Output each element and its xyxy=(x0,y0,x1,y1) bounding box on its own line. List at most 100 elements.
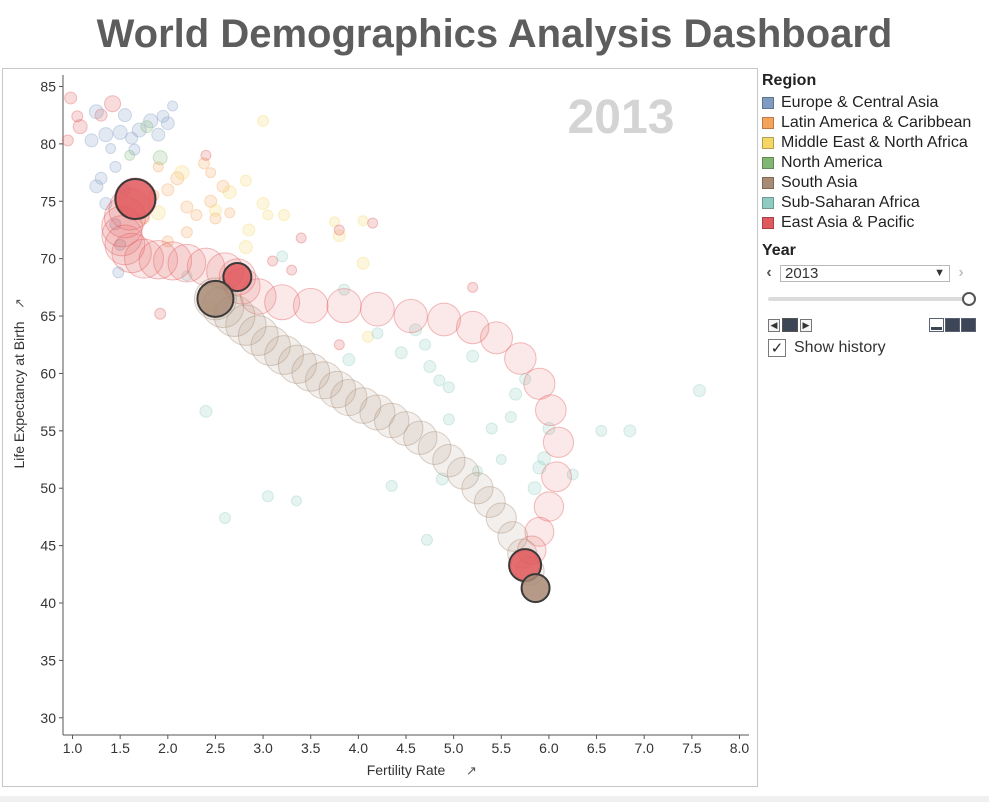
data-point xyxy=(109,160,122,173)
history-point xyxy=(373,402,410,439)
stop-icon[interactable] xyxy=(782,318,798,332)
legend-item[interactable]: Latin America & Caribbean xyxy=(762,113,984,133)
x-tick-label: 7.0 xyxy=(634,740,654,756)
show-history-label: Show history xyxy=(794,339,886,356)
data-point xyxy=(338,283,351,296)
legend-item[interactable]: Middle East & North Africa xyxy=(762,133,984,153)
y-axis-label: Life Expectancy at Birth xyxy=(11,321,27,468)
data-point xyxy=(433,374,446,387)
data-point xyxy=(333,224,345,236)
data-point xyxy=(174,165,190,181)
data-point xyxy=(198,157,211,170)
data-point xyxy=(170,171,185,186)
data-point xyxy=(595,424,608,437)
y-tick-label: 75 xyxy=(40,193,56,209)
data-point xyxy=(238,240,253,255)
history-point xyxy=(504,342,537,375)
legend-swatch xyxy=(762,117,774,129)
history-point xyxy=(417,431,452,465)
history-point xyxy=(153,241,193,281)
data-point xyxy=(208,203,222,217)
show-history-checkbox[interactable]: ✓ xyxy=(768,339,786,357)
history-point xyxy=(523,367,556,400)
speed-fast-button[interactable] xyxy=(961,318,976,332)
playback-speed xyxy=(929,318,976,332)
y-tick-label: 80 xyxy=(40,136,56,152)
history-point xyxy=(360,291,395,327)
year-slider-track[interactable] xyxy=(768,297,964,301)
history-point xyxy=(533,491,565,522)
data-point xyxy=(442,381,455,394)
data-point xyxy=(180,226,193,239)
data-point xyxy=(367,217,379,229)
data-point xyxy=(435,472,449,486)
data-point xyxy=(332,229,346,243)
chevron-down-icon[interactable]: ▼ xyxy=(934,267,945,279)
year-slider-handle[interactable] xyxy=(962,292,976,306)
x-tick-label: 2.5 xyxy=(206,740,226,756)
legend-label: South Asia xyxy=(781,174,858,191)
data-point xyxy=(112,124,128,140)
data-point xyxy=(485,422,498,435)
x-tick-label: 2.0 xyxy=(158,740,178,756)
data-point xyxy=(504,411,517,424)
data-point xyxy=(161,183,175,197)
speed-medium-button[interactable] xyxy=(945,318,960,332)
year-filter-row: ‹ 2013 ▼ › xyxy=(762,263,984,283)
data-point xyxy=(98,127,114,143)
legend-item[interactable]: North America xyxy=(762,153,984,173)
history-point xyxy=(542,426,575,458)
legend-item[interactable]: Europe & Central Asia xyxy=(762,93,984,113)
history-point xyxy=(225,304,267,346)
data-point xyxy=(152,161,164,173)
data-point xyxy=(394,346,408,360)
side-panel: Region Europe & Central Asia Latin Americ… xyxy=(762,72,984,357)
data-point xyxy=(623,424,637,438)
chevron-right-icon[interactable]: › xyxy=(958,264,964,281)
data-point xyxy=(371,327,384,340)
data-point xyxy=(442,413,455,426)
legend-label: Middle East & North Africa xyxy=(781,134,968,151)
x-tick-label: 4.0 xyxy=(349,740,369,756)
data-point xyxy=(276,250,289,263)
legend-item[interactable]: South Asia xyxy=(762,173,984,193)
data-point xyxy=(420,533,433,546)
speed-slow-button[interactable] xyxy=(929,318,944,332)
history-point xyxy=(535,394,567,426)
y-tick-label: 65 xyxy=(40,308,56,324)
page-title: World Demographics Analysis Dashboard xyxy=(96,12,893,56)
step-back-icon[interactable]: ◀ xyxy=(768,318,780,332)
legend-label: Europe & Central Asia xyxy=(781,94,939,111)
data-point xyxy=(84,133,99,148)
chevron-left-icon[interactable]: ‹ xyxy=(766,264,772,281)
step-forward-icon[interactable]: ▶ xyxy=(800,318,812,332)
data-point xyxy=(519,373,532,386)
legend-swatch xyxy=(762,157,774,169)
y-tick-label: 60 xyxy=(40,365,56,381)
pin-icon: ↗ xyxy=(12,298,27,309)
chart-panel[interactable]: 2013 30 35 40 45 50 55 60 65 70 75 80 85 1.0 1.5 2.0 2.5… xyxy=(2,68,758,787)
data-point xyxy=(94,108,108,122)
data-point xyxy=(114,238,127,251)
legend-item[interactable]: East Asia & Pacific xyxy=(762,213,984,233)
legend-item[interactable]: Sub-Saharan Africa xyxy=(762,193,984,213)
history-point xyxy=(237,315,279,356)
data-point xyxy=(117,108,132,123)
scatter-chart[interactable]: 2013 30 35 40 45 50 55 60 65 70 75 80 85 1.0 1.5 2.0 2.5… xyxy=(3,69,757,786)
data-point xyxy=(112,266,125,279)
bottom-bar xyxy=(0,796,989,802)
highlight-point xyxy=(222,262,253,293)
year-slider[interactable] xyxy=(768,291,976,307)
history-point xyxy=(104,224,146,266)
data-point xyxy=(692,384,706,398)
history-point xyxy=(473,486,506,518)
legend-swatch xyxy=(762,197,774,209)
y-tick-label: 40 xyxy=(40,595,56,611)
data-point xyxy=(200,149,212,161)
show-history-row[interactable]: ✓ Show history xyxy=(768,339,984,357)
pin-icon: ↗ xyxy=(466,763,477,778)
x-tick-label: 5.0 xyxy=(444,740,464,756)
year-dropdown[interactable]: 2013 ▼ xyxy=(780,264,950,282)
history-point xyxy=(264,335,304,375)
history-point xyxy=(359,394,396,431)
